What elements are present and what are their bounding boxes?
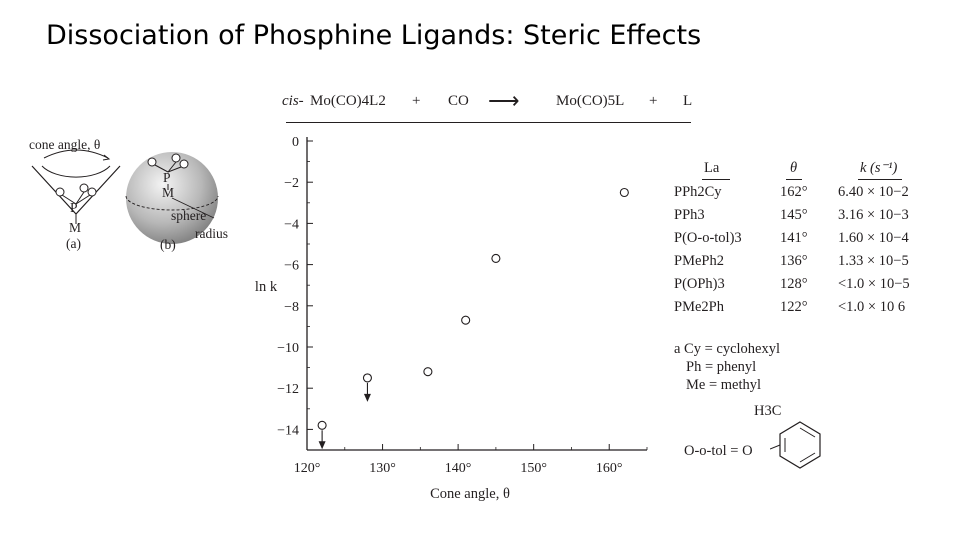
data-point [317,420,327,430]
table-row: P(OPh)3 128° <1.0 × 10−5 [674,276,924,296]
header-theta: θ [790,160,798,176]
k-cell: 1.60 × 10−4 [838,230,909,246]
theta-cell: 122° [780,299,808,315]
cone-angle-label: cone angle, θ [29,137,101,152]
diagram-b-p-label: P [163,170,171,185]
diagram-a-m-label: M [69,220,82,235]
data-point [423,367,433,377]
sphere-label: sphere [171,208,207,223]
y-tick-label: −12 [277,382,299,397]
equation-product: Mo(CO)5L [556,93,625,109]
theta-cell: 136° [780,253,808,269]
cone-angle-diagram: cone angle, θ P M (a) P M sphere radius … [24,136,254,266]
cone-angle-illustration [31,149,219,244]
theta-cell: 141° [780,230,808,246]
equation-co: CO [448,93,469,109]
upper-limit-arrow-head [363,393,371,402]
equation-l: L [683,93,693,109]
header-ligand: La [704,160,720,176]
header-k: k (s⁻¹) [860,160,898,176]
y-tick-label: −4 [284,217,299,232]
ligand-cell: P(OPh)3 [674,276,725,292]
footnote-cy: a Cy = cyclohexyl [674,341,781,357]
radius-label: radius [195,226,228,241]
k-cell: 1.33 × 10−5 [838,253,909,269]
x-tick-label: 120° [294,461,321,476]
diagram-a-caption: (a) [66,236,81,251]
diagram-b-m-label: M [162,185,175,200]
table-row: PPh2Cy 162° 6.40 × 10−2 [674,184,924,204]
table-header-row: La θ k (s⁻¹) [674,160,924,180]
equation-reactant: Mo(CO)4L2 [310,93,386,109]
x-tick-label: 130° [369,461,396,476]
benzene-ring-icon [770,421,821,469]
y-tick-label: −10 [277,341,299,356]
data-point [362,373,372,383]
data-point [619,187,629,198]
y-axis-label: ln k [255,279,278,295]
k-cell: <1.0 × 10 6 [838,299,906,315]
x-tick-label: 150° [520,461,547,476]
k-cell: 6.40 × 10−2 [838,184,909,200]
header-rule-ligand [702,179,730,180]
data-point [461,315,471,325]
y-tick-label: −6 [284,259,299,274]
theta-cell: 128° [780,276,808,292]
ligand-cell: PMePh2 [674,253,724,269]
theta-cell: 162° [780,184,808,200]
table-row: P(O-o-tol)3 141° 1.60 × 10−4 [674,230,924,250]
slide-title: Dissociation of Phosphine Ligands: Steri… [46,20,702,51]
footnote-me: Me = methyl [686,377,762,393]
equation-underline [286,122,691,123]
equation-plus-2: + [649,93,658,109]
ligand-cell: P(O-o-tol)3 [674,230,742,246]
x-tick-label: 160° [596,461,623,476]
diagram-b-caption: (b) [160,237,176,252]
y-tick-label: −8 [284,300,299,315]
y-tick-label: −14 [277,423,299,438]
diagram-a-p-label: P [70,200,78,215]
ligand-cell: PPh2Cy [674,184,722,200]
header-rule-k [858,179,902,180]
x-tick-label: 140° [445,461,472,476]
ligand-cell: PMe2Ph [674,299,724,315]
upper-limit-arrow-head [318,441,326,450]
theta-cell: 145° [780,207,808,223]
header-rule-theta [786,179,802,180]
table-row: PPh3 145° 3.16 × 10−3 [674,207,924,227]
table-row: PMe2Ph 122° <1.0 × 10 6 [674,299,924,319]
k-cell: <1.0 × 10−5 [838,276,910,292]
data-point [491,253,501,263]
equation-prefix: cis- [282,93,304,109]
table-footnotes: a Cy = cyclohexyl Ph = phenyl Me = methy… [674,340,821,469]
ligand-cell: PPh3 [674,207,705,223]
methyl-group-label: H3C [754,403,782,419]
table-row: PMePh2 136° 1.33 × 10−5 [674,253,924,273]
y-tick-label: 0 [292,135,299,150]
y-tick-label: −2 [284,176,299,191]
footnote-ph: Ph = phenyl [686,359,757,375]
x-axis-label: Cone angle, θ [430,486,510,502]
equation-arrow: ⟶ [488,88,520,113]
k-cell: 3.16 × 10−3 [838,207,909,223]
equation-plus-1: + [412,93,421,109]
footnote-o-tol: O-o-tol = O [684,443,753,459]
